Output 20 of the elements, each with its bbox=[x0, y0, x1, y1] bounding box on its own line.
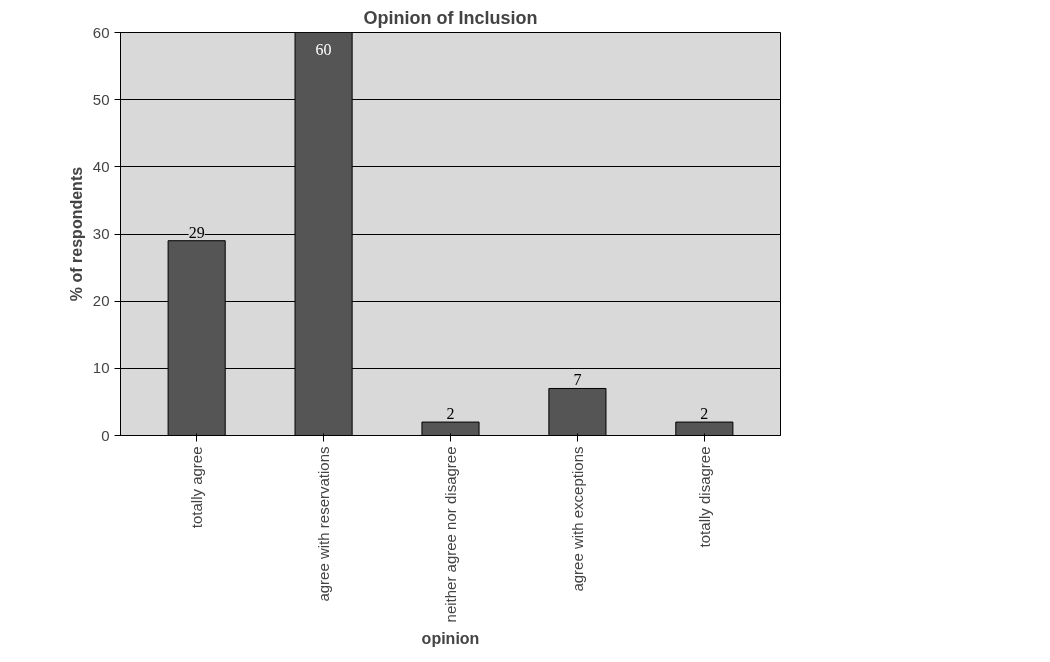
data-label: 7 bbox=[573, 371, 582, 389]
x-axis-title: opinion bbox=[421, 630, 480, 648]
x-tick-label: neither agree nor disagree bbox=[442, 446, 459, 623]
x-tick-label: totally agree bbox=[188, 446, 206, 529]
y-tick-label: 30 bbox=[92, 225, 110, 242]
y-tick-label: 60 bbox=[92, 23, 110, 41]
data-label: 2 bbox=[446, 405, 455, 423]
x-tick-label: agree with reservations bbox=[315, 446, 333, 602]
y-tick-label: 20 bbox=[92, 292, 110, 310]
y-tick-label: 40 bbox=[92, 157, 110, 175]
y-tick-label: 0 bbox=[101, 426, 110, 444]
y-axis-title: % of respondents bbox=[67, 166, 85, 302]
chart-title: Opinion of Inclusion bbox=[363, 7, 538, 28]
data-label: 2 bbox=[700, 405, 709, 423]
y-tick-label: 10 bbox=[92, 359, 110, 377]
y-tick-label: 50 bbox=[92, 90, 110, 108]
x-tick-label: agree with exceptions bbox=[568, 446, 586, 592]
data-label: 29 bbox=[188, 223, 205, 241]
data-label: 60 bbox=[315, 40, 332, 58]
x-tick-label: totally disagree bbox=[695, 446, 713, 548]
